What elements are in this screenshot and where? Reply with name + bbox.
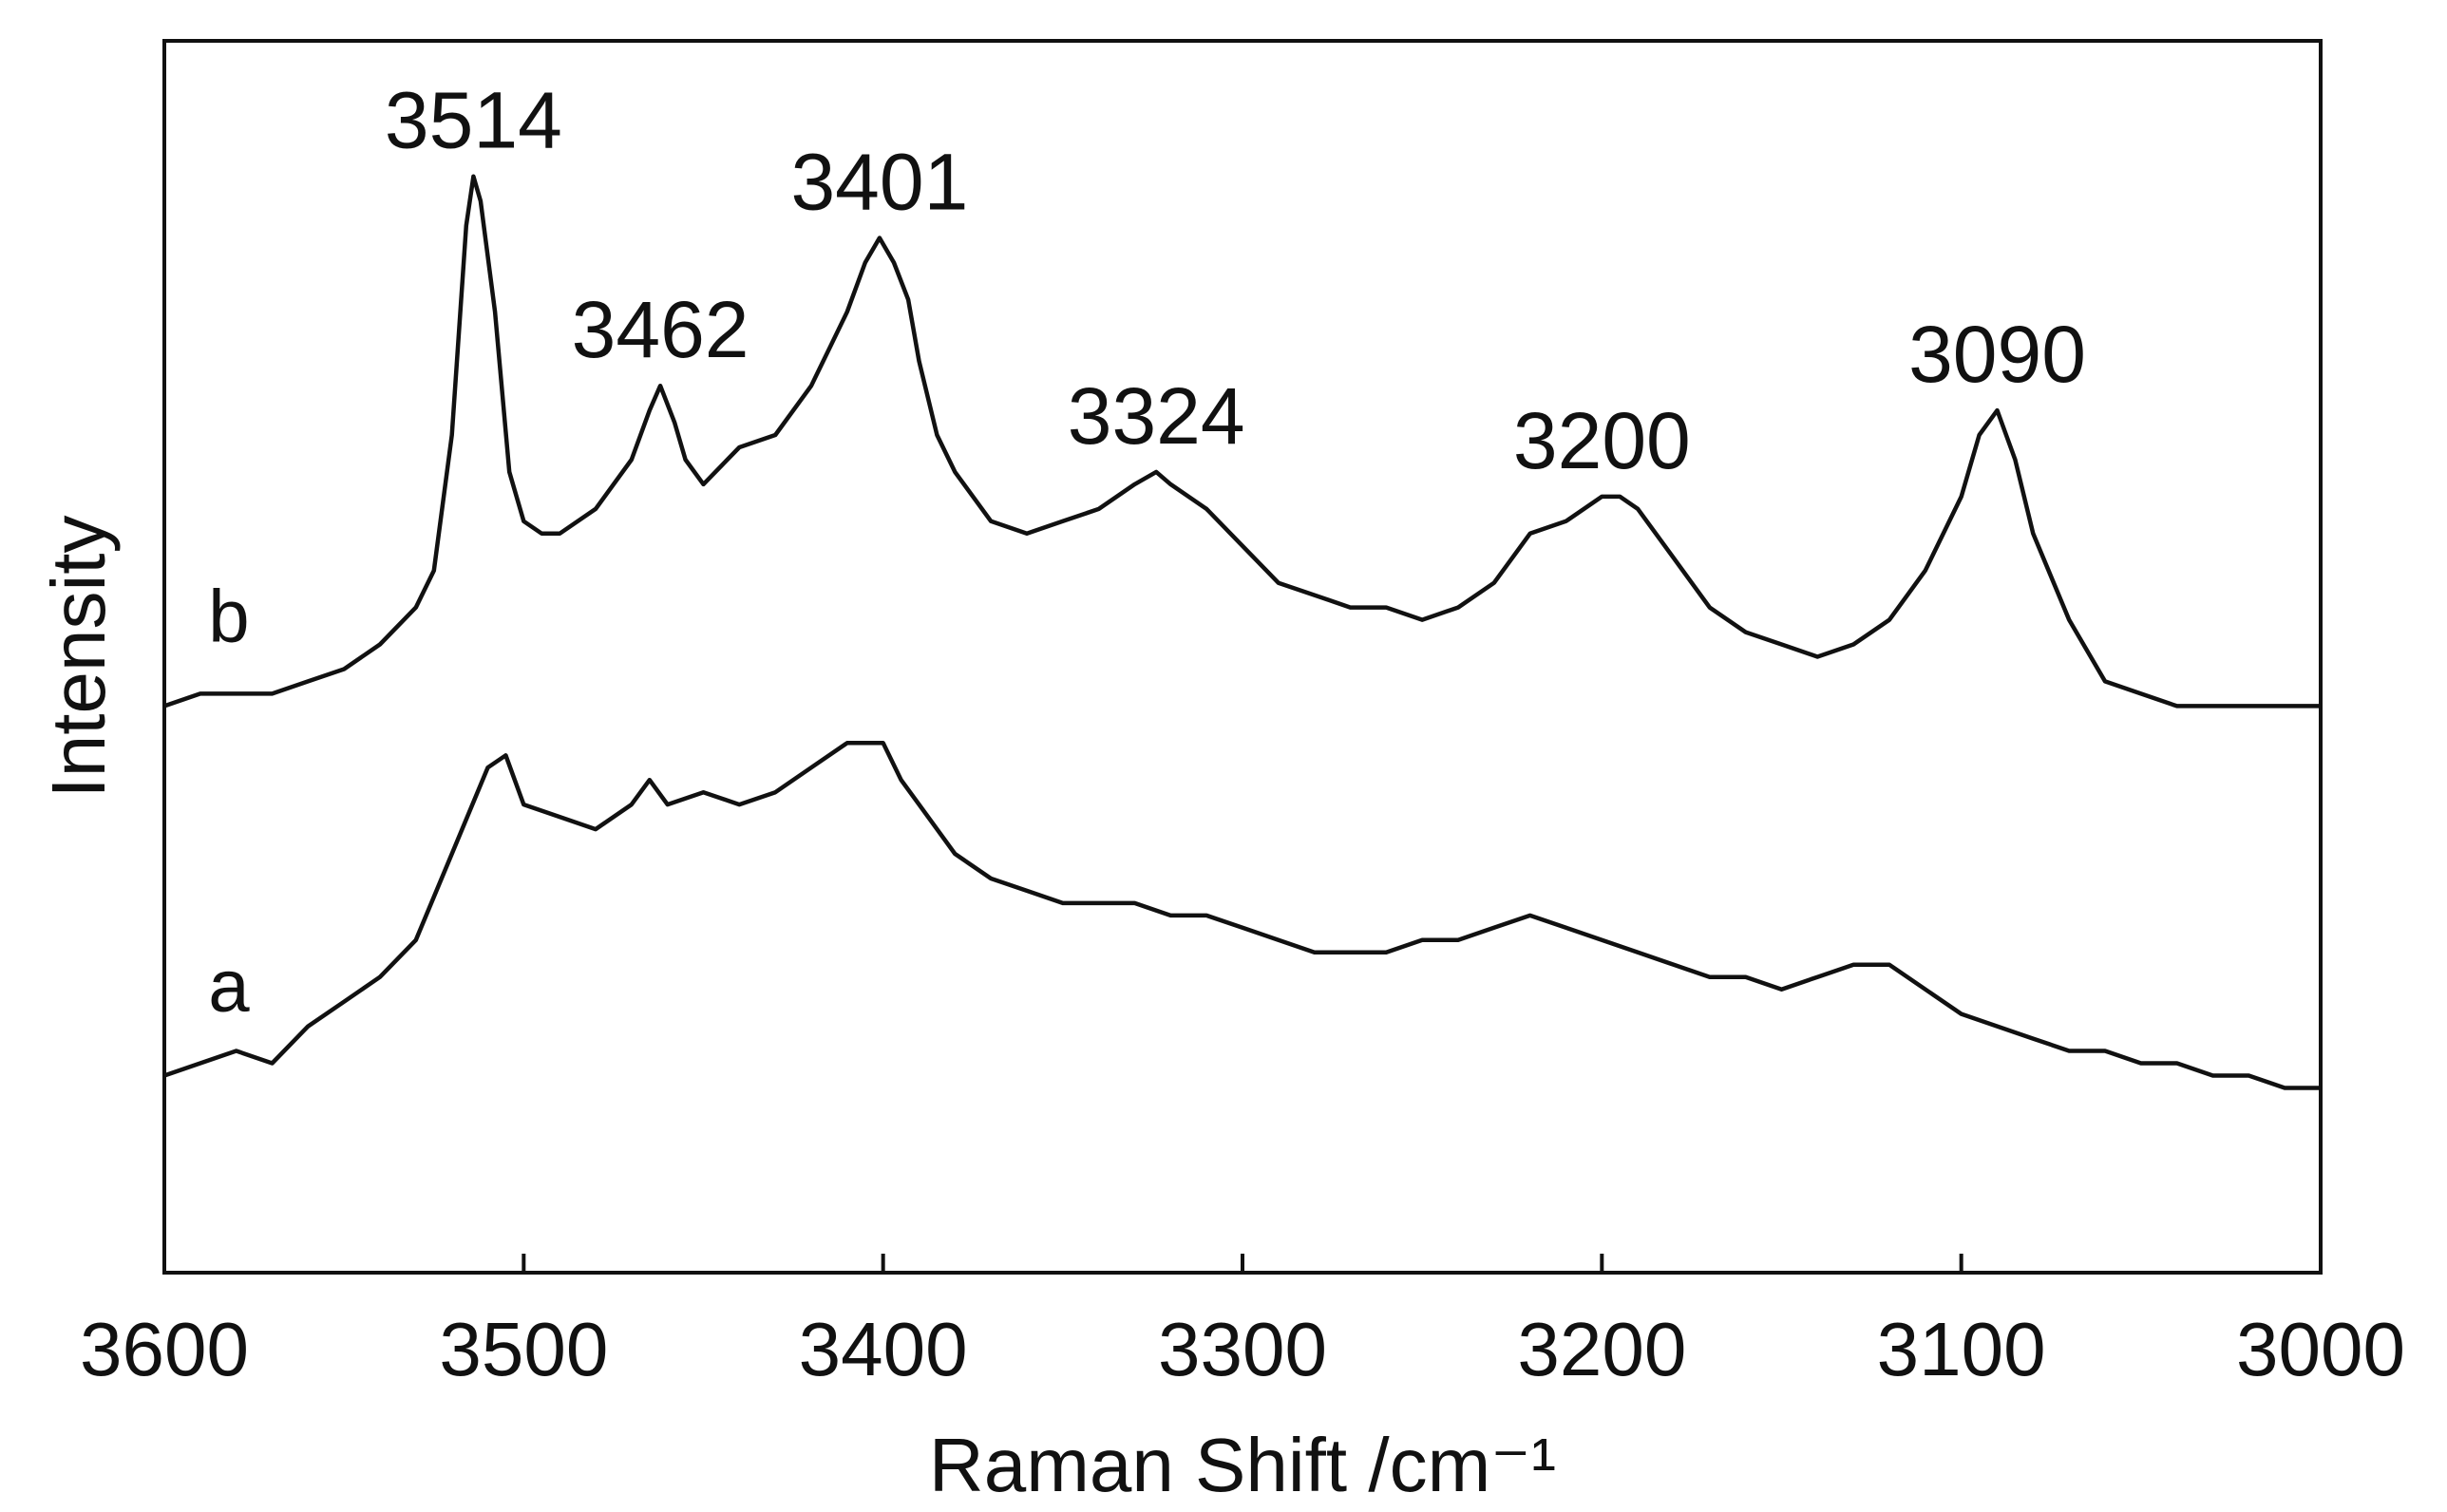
series-line-b [163, 174, 2321, 709]
peak-label: 3462 [572, 285, 749, 374]
peak-label: 3514 [385, 76, 562, 165]
x-tick-label: 3200 [1517, 1307, 1686, 1391]
series-label-b: b [208, 574, 249, 657]
x-axis-label: Raman Shift /cm⁻¹ [929, 1423, 1556, 1507]
plot-frame [162, 39, 2323, 1275]
x-tick-label: 3500 [439, 1307, 608, 1391]
x-tick-label: 3600 [80, 1307, 249, 1391]
x-tick-label: 3100 [1877, 1307, 2046, 1391]
x-tick-label: 3300 [1158, 1307, 1327, 1391]
peak-label: 3324 [1068, 371, 1245, 461]
y-axis-label: Intensity [36, 516, 121, 799]
series-line-a [163, 741, 2321, 1090]
peak-label: 3401 [790, 138, 968, 227]
peak-label: 3200 [1513, 396, 1691, 485]
x-tick-label: 3000 [2236, 1307, 2405, 1391]
peak-label: 3090 [1908, 310, 2086, 399]
series-label-a: a [208, 943, 250, 1027]
x-tick-label: 3400 [799, 1307, 968, 1391]
